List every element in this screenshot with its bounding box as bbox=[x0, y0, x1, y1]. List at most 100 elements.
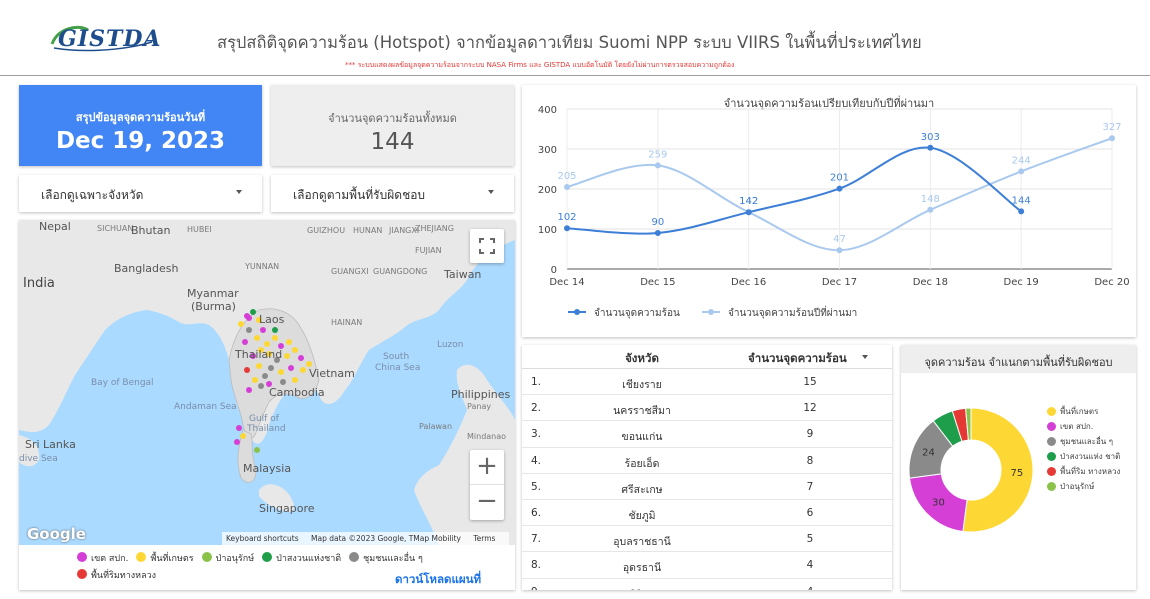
donut-legend-item: เขต สปก. bbox=[1047, 422, 1133, 432]
row-number: 4. bbox=[531, 454, 542, 467]
map-label-burma: (Burma) bbox=[191, 300, 236, 313]
data-label: 201 bbox=[830, 173, 849, 184]
row-province: ชัยภูมิ bbox=[628, 510, 656, 522]
legend-label: จำนวนจุดความร้อน bbox=[594, 307, 680, 319]
row-number: 6. bbox=[531, 507, 542, 519]
logo-swoosh-icon bbox=[50, 25, 153, 52]
donut-legend-label: เขต สปก. bbox=[1060, 422, 1094, 431]
donut-title: จุดความร้อน จำแนกตามพื้นที่รับผิดชอบ bbox=[901, 345, 1136, 373]
data-point[interactable] bbox=[1018, 168, 1025, 175]
map-label-bay-of-bengal: Bay of Bengal bbox=[91, 378, 154, 388]
terms-link[interactable]: Terms bbox=[473, 534, 496, 543]
map-label-taiwan: Taiwan bbox=[444, 268, 482, 281]
hotspot-map-card: Nepal SICHUAN HUBEI Bhutan GUIZHOU HUNAN… bbox=[19, 220, 515, 590]
map-label-nepal: Nepal bbox=[39, 220, 71, 233]
map-label-singapore: Singapore bbox=[259, 502, 315, 515]
column-header-count[interactable]: จำนวนจุดความร้อน bbox=[748, 351, 847, 365]
donut-legend-item: ชุมชนและอื่น ๆ bbox=[1047, 437, 1133, 447]
data-label: 259 bbox=[648, 149, 667, 160]
table-row[interactable]: 4. ร้อยเอ็ด 8 bbox=[522, 448, 892, 474]
x-tick-label: Dec 14 bbox=[549, 277, 584, 288]
donut-legend-label: ป่าอนุรักษ์ bbox=[1060, 482, 1095, 491]
data-point[interactable] bbox=[564, 225, 570, 232]
donut-slice[interactable] bbox=[962, 407, 1034, 533]
legend-dot-icon bbox=[77, 569, 87, 579]
row-count: 4 bbox=[806, 559, 814, 572]
map-attribution: Keyboard shortcuts Map data ©2023 Google… bbox=[222, 532, 510, 545]
table-row[interactable]: 8. อุดรธานี 4 bbox=[522, 552, 892, 579]
map-label-guizhou: GUIZHOU bbox=[307, 226, 346, 235]
table-row[interactable]: 1. เชียงราย 15 bbox=[522, 369, 892, 396]
table-row[interactable]: 3. ขอนแก่น 9 bbox=[522, 421, 892, 448]
data-point[interactable] bbox=[836, 247, 843, 254]
legend-dot-icon bbox=[77, 552, 87, 562]
donut-slice[interactable] bbox=[965, 407, 972, 441]
legend-dot-icon bbox=[1047, 482, 1056, 491]
row-province: อุบลราชธานี bbox=[613, 536, 671, 549]
map-label-jiangxi: JIANGXI bbox=[389, 226, 420, 235]
row-count: 8 bbox=[806, 454, 814, 467]
legend-dot-icon bbox=[201, 552, 212, 562]
map-label-hubei: HUBEI bbox=[187, 225, 212, 234]
keyboard-shortcuts-link[interactable]: Keyboard shortcuts bbox=[226, 534, 299, 543]
data-point[interactable] bbox=[1018, 208, 1025, 215]
data-label: 303 bbox=[921, 132, 940, 143]
y-tick-label: 400 bbox=[538, 105, 557, 116]
data-point[interactable] bbox=[1109, 135, 1115, 142]
row-number: 1. bbox=[531, 376, 542, 388]
map-label-malaysia: Malaysia bbox=[243, 462, 292, 475]
data-point[interactable] bbox=[564, 184, 570, 190]
row-number: 2. bbox=[531, 402, 542, 415]
sort-desc-icon[interactable] bbox=[862, 355, 868, 359]
y-tick-label: 200 bbox=[538, 185, 557, 196]
map-label-bhutan: Bhutan bbox=[131, 224, 171, 237]
map-legend-item: ชุมชนและอื่น ๆ bbox=[349, 551, 423, 565]
data-label: 90 bbox=[651, 217, 664, 228]
x-tick-label: Dec 15 bbox=[640, 277, 675, 288]
data-point[interactable] bbox=[836, 185, 843, 192]
data-label: 244 bbox=[1012, 155, 1031, 166]
map-data-text: Map data ©2023 Google, TMap Mobility bbox=[311, 534, 461, 543]
map-legend-label: พื้นที่ริมทางหลวง bbox=[91, 571, 157, 581]
data-point[interactable] bbox=[927, 206, 934, 213]
row-count: 4 bbox=[762, 586, 858, 590]
data-label: 102 bbox=[557, 212, 576, 223]
data-point[interactable] bbox=[654, 162, 661, 169]
landuse-filter-dropdown[interactable]: เลือกดูตามพื้นที่รับผิดชอบ bbox=[271, 175, 514, 212]
hotspot-comparison-chart: จำนวนจุดความร้อนเปรียบเทียบกับปีที่ผ่านม… bbox=[522, 85, 1136, 337]
disclaimer-text: *** ระบบแสดงผลข้อมูลจุดความร้อนจากระบบ N… bbox=[345, 61, 735, 69]
date-label: สรุปข้อมูลจุดความร้อนวันที่ bbox=[75, 111, 206, 124]
row-count: 15 bbox=[803, 376, 817, 388]
row-count: 6 bbox=[806, 507, 814, 519]
map-label-hunan: HUNAN bbox=[353, 226, 383, 235]
legend-marker-icon bbox=[574, 309, 580, 315]
legend-marker-icon bbox=[708, 309, 714, 315]
zoom-in-button[interactable]: + bbox=[470, 450, 504, 485]
gistda-logo: GISTDA bbox=[46, 22, 161, 58]
province-filter-label: เลือกดูเฉพาะจังหวัด bbox=[41, 188, 144, 202]
download-map-link[interactable]: ดาวน์โหลดแผนที่ bbox=[395, 572, 482, 586]
column-header-province[interactable]: จังหวัด bbox=[625, 351, 659, 365]
province-filter-dropdown[interactable]: เลือกดูเฉพาะจังหวัด bbox=[19, 175, 262, 212]
map-label-guangdong: GUANGDONG bbox=[373, 267, 428, 276]
map-label-south-china-sea-2: China Sea bbox=[375, 363, 421, 373]
data-point[interactable] bbox=[654, 230, 661, 236]
table-row[interactable]: 2. นครราชสีมา 12 bbox=[522, 395, 892, 422]
zoom-out-button[interactable]: − bbox=[476, 486, 498, 516]
data-point[interactable] bbox=[927, 144, 934, 151]
table-row[interactable]: 9.พิจิตร4 bbox=[522, 579, 892, 590]
hotspot-map[interactable]: Nepal SICHUAN HUBEI Bhutan GUIZHOU HUNAN… bbox=[19, 220, 515, 545]
table-row[interactable]: 5. ศรีสะเกษ 7 bbox=[522, 474, 892, 500]
map-label-sri-lanka: Sri Lanka bbox=[25, 438, 76, 451]
legend-dot-icon bbox=[1047, 467, 1056, 476]
table-row[interactable]: 7. อุบลราชธานี 5 bbox=[522, 526, 892, 553]
map-zoom-control: + − bbox=[470, 450, 504, 520]
table-row[interactable]: 6. ชัยภูมิ 6 bbox=[522, 500, 892, 527]
row-province: พิจิตร bbox=[522, 586, 762, 590]
map-label-zhejiang: ZHEJIANG bbox=[415, 224, 454, 233]
map-fullscreen-button[interactable] bbox=[470, 229, 504, 263]
total-value: 144 bbox=[370, 129, 415, 155]
map-legend-item: เขต สปก. bbox=[77, 551, 128, 565]
legend-dot-icon bbox=[1047, 437, 1056, 446]
data-point[interactable] bbox=[745, 209, 752, 216]
